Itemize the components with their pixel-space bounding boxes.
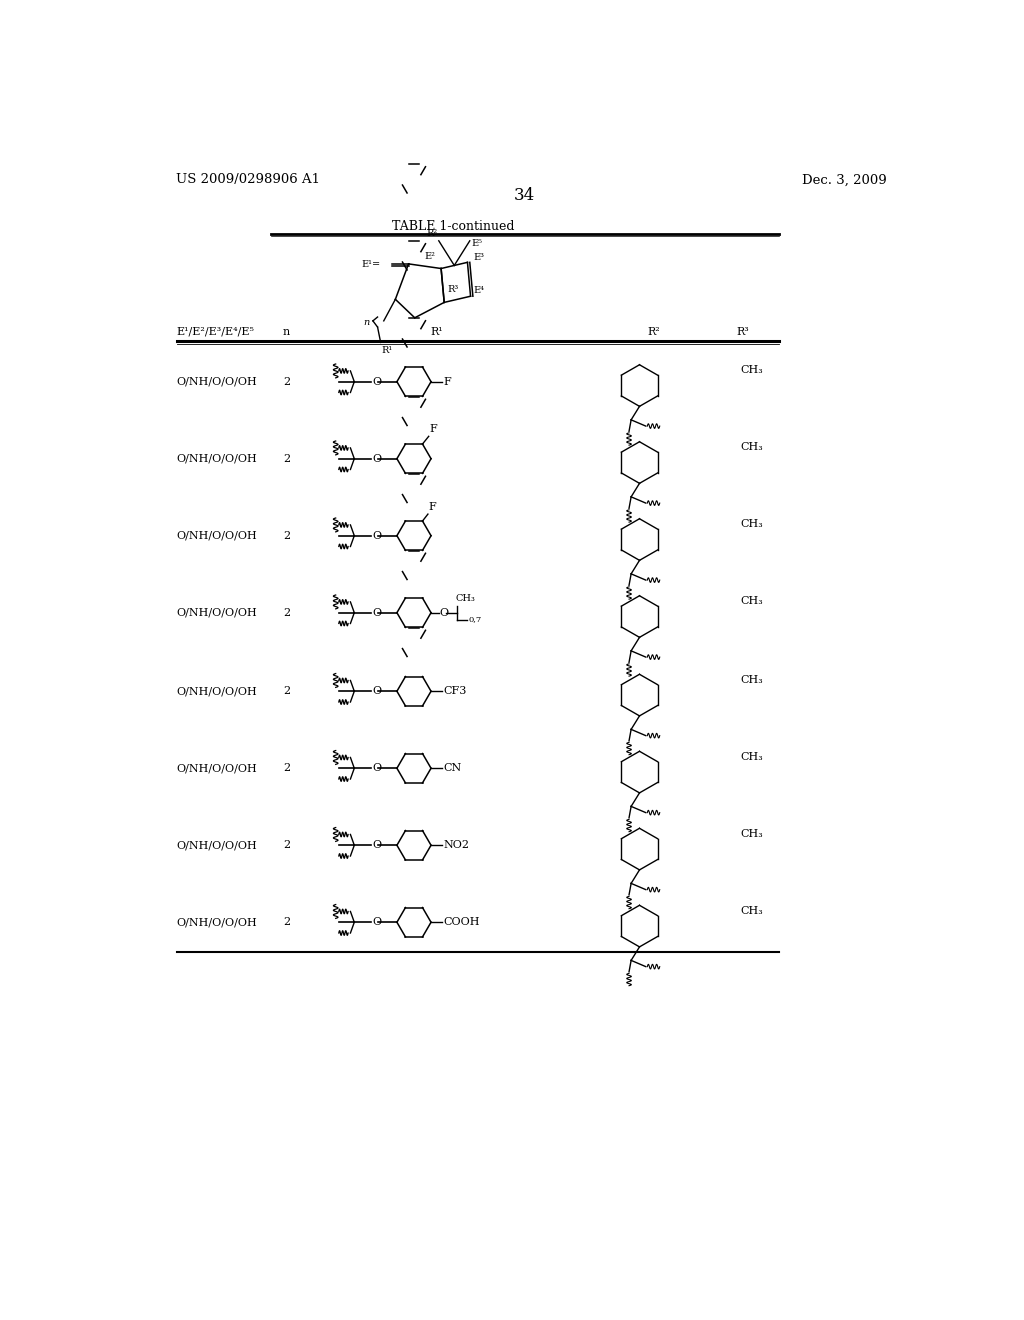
Text: 2: 2 xyxy=(283,841,290,850)
Text: CH₃: CH₃ xyxy=(740,597,763,606)
Text: n: n xyxy=(364,318,370,327)
Text: R³: R³ xyxy=(736,326,750,337)
Text: O: O xyxy=(372,454,381,463)
Text: 2: 2 xyxy=(283,686,290,696)
Text: CH₃: CH₃ xyxy=(740,906,763,916)
Text: O: O xyxy=(372,686,381,696)
Text: O: O xyxy=(439,607,449,618)
Text: 2: 2 xyxy=(283,917,290,927)
Text: O/NH/O/O/OH: O/NH/O/O/OH xyxy=(177,763,258,774)
Text: 34: 34 xyxy=(514,187,536,203)
Text: COOH: COOH xyxy=(443,917,480,927)
Text: E³: E³ xyxy=(474,253,484,263)
Text: R¹: R¹ xyxy=(381,346,392,355)
Text: NO2: NO2 xyxy=(443,841,469,850)
Text: R²: R² xyxy=(647,326,660,337)
Text: 2: 2 xyxy=(283,531,290,541)
Text: CH₃: CH₃ xyxy=(740,751,763,762)
Text: 2: 2 xyxy=(283,763,290,774)
Text: E¹/E²/E³/E⁴/E⁵: E¹/E²/E³/E⁴/E⁵ xyxy=(177,326,255,337)
Text: O/NH/O/O/OH: O/NH/O/O/OH xyxy=(177,531,258,541)
Text: CH₃: CH₃ xyxy=(740,366,763,375)
Text: CH₃: CH₃ xyxy=(455,594,475,603)
Text: O: O xyxy=(372,841,381,850)
Text: E⁵: E⁵ xyxy=(471,239,482,248)
Text: O/NH/O/O/OH: O/NH/O/O/OH xyxy=(177,841,258,850)
Text: US 2009/0298906 A1: US 2009/0298906 A1 xyxy=(176,173,321,186)
Text: E²: E² xyxy=(424,252,435,261)
Text: O: O xyxy=(372,531,381,541)
Text: CH₃: CH₃ xyxy=(740,442,763,453)
Text: 2: 2 xyxy=(283,607,290,618)
Text: F: F xyxy=(443,376,452,387)
Text: O: O xyxy=(372,763,381,774)
Text: R²: R² xyxy=(426,228,437,238)
Text: 2: 2 xyxy=(283,376,290,387)
Text: CN: CN xyxy=(443,763,462,774)
Text: TABLE 1-continued: TABLE 1-continued xyxy=(392,219,515,232)
Text: R³: R³ xyxy=(447,285,459,294)
Text: R¹: R¹ xyxy=(430,326,442,337)
Text: E⁴: E⁴ xyxy=(474,285,484,294)
Text: CF3: CF3 xyxy=(443,686,467,696)
Text: Dec. 3, 2009: Dec. 3, 2009 xyxy=(802,173,887,186)
Text: 0,7: 0,7 xyxy=(468,615,481,623)
Text: O: O xyxy=(372,376,381,387)
Text: O/NH/O/O/OH: O/NH/O/O/OH xyxy=(177,607,258,618)
Text: CH₃: CH₃ xyxy=(740,829,763,838)
Text: F: F xyxy=(429,424,437,434)
Text: O: O xyxy=(372,607,381,618)
Text: F: F xyxy=(429,502,436,512)
Text: E¹=: E¹= xyxy=(361,260,381,269)
Text: 2: 2 xyxy=(283,454,290,463)
Text: n: n xyxy=(283,326,290,337)
Text: CH₃: CH₃ xyxy=(740,519,763,529)
Text: CH₃: CH₃ xyxy=(740,675,763,685)
Text: O/NH/O/O/OH: O/NH/O/O/OH xyxy=(177,686,258,696)
Text: O/NH/O/O/OH: O/NH/O/O/OH xyxy=(177,376,258,387)
Text: O/NH/O/O/OH: O/NH/O/O/OH xyxy=(177,917,258,927)
Text: O: O xyxy=(372,917,381,927)
Text: O/NH/O/O/OH: O/NH/O/O/OH xyxy=(177,454,258,463)
